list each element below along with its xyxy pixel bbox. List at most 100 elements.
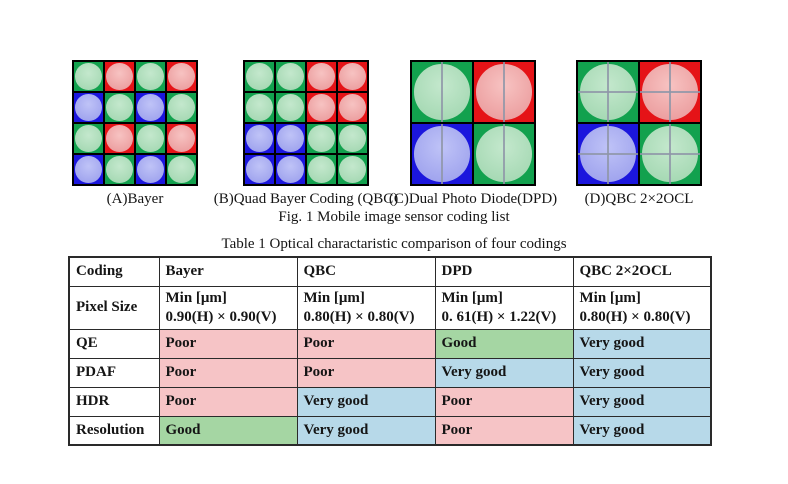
photodiode-circle (75, 94, 102, 121)
ocl-divider-horizontal (640, 91, 700, 93)
cell-line: Poor (165, 393, 197, 409)
cell-line: Min [μm] (441, 289, 503, 306)
pixel-cell-g (105, 155, 134, 184)
photodiode-circle (308, 125, 335, 152)
photodiode-circle (106, 125, 133, 152)
table-row-qe: QE Poor Poor Good Very good (68, 328, 712, 359)
ocl-divider-horizontal (640, 153, 700, 155)
table-cell: Very good (296, 415, 436, 446)
ocl-divider-horizontal (578, 153, 638, 155)
row-label-cell: PDAF (68, 357, 160, 388)
table-cell: Poor (434, 415, 574, 446)
pixel-cell-r (167, 124, 196, 153)
pixel-cell-b (136, 93, 165, 122)
cell-line: Very good (441, 364, 507, 380)
photodiode-circle (308, 63, 335, 90)
sensor-grid-qbc-2x2ocl (576, 60, 702, 186)
table-head: Coding Bayer QBC DPD QBC 2×2OCL (68, 256, 712, 287)
table-cell: Very good (572, 415, 712, 446)
pixel-cell-b (578, 124, 638, 184)
table-cell: Good (434, 328, 574, 359)
cell-line: 0. 61(H) × 1.22(V) (441, 308, 557, 325)
photodiode-circle (246, 94, 273, 121)
cell-line: Very good (579, 364, 645, 380)
photodiode-circle (168, 125, 195, 152)
table-header-cell: Bayer (158, 256, 298, 287)
table-cell: Very good (572, 357, 712, 388)
pixel-cell-b (276, 155, 305, 184)
photodiode-circle (277, 63, 304, 90)
cell-line: Very good (579, 421, 645, 438)
panel-label-dpd: (C)Dual Photo Diode(DPD) (388, 191, 558, 207)
row-label-cell: Resolution (68, 415, 160, 446)
cell-line: Poor (165, 335, 197, 351)
table-row-hdr: HDR Poor Very good Poor Very good (68, 386, 712, 417)
table-cell: Very good (434, 357, 574, 388)
pixel-cell-g (412, 62, 472, 122)
table-header-cell: QBC 2×2OCL (572, 256, 712, 287)
ocl-divider-vertical (503, 62, 505, 122)
pixel-cell-g (338, 124, 367, 153)
panel-label-qbc: (B)Quad Bayer Coding (QBC) (213, 191, 399, 207)
photodiode-circle (106, 156, 133, 183)
comparison-table: Coding Bayer QBC DPD QBC 2×2OCL Pixel Size Mi… (68, 256, 712, 446)
cell-line: Poor (441, 393, 473, 409)
cell-line: Very good (303, 421, 369, 438)
cell-line: Poor (303, 364, 335, 380)
table-header-row: Coding Bayer QBC DPD QBC 2×2OCL (68, 256, 712, 287)
pixel-cell-b (412, 124, 472, 184)
photodiode-circle (137, 125, 164, 152)
pixel-cell-b (245, 124, 274, 153)
photodiode-circle (137, 63, 164, 90)
pixel-cell-r (167, 62, 196, 91)
pixel-cell-g (136, 62, 165, 91)
cell-line: Poor (165, 364, 197, 380)
pixel-cell-r (307, 93, 336, 122)
cell-line: Very good (579, 335, 645, 351)
ocl-divider-vertical (503, 124, 505, 184)
sensor-panel-qbc: (B)Quad Bayer Coding (QBC) (211, 60, 401, 208)
photodiode-circle (137, 94, 164, 121)
photodiode-circle (106, 63, 133, 90)
photodiode-circle (277, 125, 304, 152)
photodiode-circle (339, 63, 366, 90)
table-cell: Good (158, 415, 298, 446)
cell-line: Very good (303, 393, 369, 409)
pixel-cell-g (307, 124, 336, 153)
table-header-cell: QBC (296, 256, 436, 287)
sensor-panel-qbc-2x2ocl: (D)QBC 2×2OCL (544, 60, 734, 208)
photodiode-circle (308, 156, 335, 183)
photodiode-circle (137, 156, 164, 183)
cell-line: Good (441, 335, 477, 351)
row-label-cell: Pixel Size (68, 285, 160, 330)
cell-line: Min [μm] (579, 289, 641, 306)
cell-line: 0.80(H) × 0.80(V) (303, 308, 415, 325)
pixel-cell-g (474, 124, 534, 184)
pixel-cell-g (338, 155, 367, 184)
ocl-divider-horizontal (578, 91, 638, 93)
panel-label-bayer: (A)Bayer (106, 191, 164, 207)
photodiode-circle (277, 156, 304, 183)
photodiode-circle (168, 94, 195, 121)
pixel-cell-b (74, 93, 103, 122)
pixel-cell-g (167, 93, 196, 122)
table-header-cell: Coding (68, 256, 160, 287)
pixel-cell-g (74, 62, 103, 91)
table-title: Table 1 Optical charactaristic compariso… (221, 236, 567, 252)
sensor-grid-qbc (243, 60, 369, 186)
pixel-cell-g (578, 62, 638, 122)
cell-line: Poor (303, 335, 335, 351)
photodiode-circle (168, 156, 195, 183)
pixel-cell-g (640, 124, 700, 184)
photodiode-circle (75, 156, 102, 183)
photodiode-circle (339, 156, 366, 183)
table-cell: Poor (158, 357, 298, 388)
table-body: Pixel Size Min [μm] 0.90(H) × 0.90(V) Min [… (68, 285, 712, 446)
pixel-cell-r (474, 62, 534, 122)
table-cell: Very good (296, 386, 436, 417)
table-row-pdaf: PDAF Poor Poor Very good Very good (68, 357, 712, 388)
pixel-cell-b (276, 124, 305, 153)
pixel-cell-b (74, 155, 103, 184)
table-cell: Poor (158, 386, 298, 417)
table-cell: Min [μm] 0.90(H) × 0.90(V) (158, 285, 298, 330)
